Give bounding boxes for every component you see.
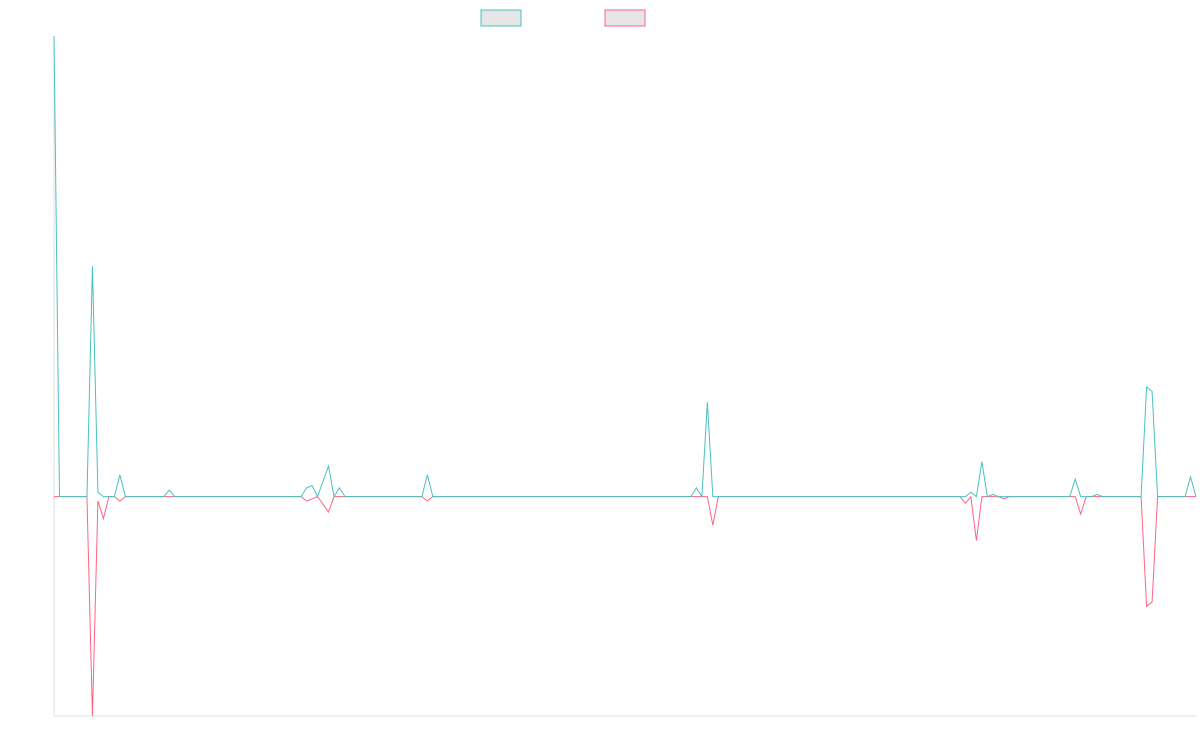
data-point[interactable] — [1102, 496, 1103, 497]
data-point[interactable] — [1080, 514, 1081, 515]
data-point[interactable] — [1069, 496, 1070, 497]
data-point[interactable] — [312, 485, 313, 486]
data-point[interactable] — [976, 496, 977, 497]
data-point[interactable] — [690, 496, 691, 497]
data-point[interactable] — [97, 501, 98, 502]
data-point[interactable] — [1152, 601, 1153, 602]
data-point[interactable] — [965, 503, 966, 504]
data-point[interactable] — [169, 490, 170, 491]
data-point[interactable] — [1146, 386, 1147, 387]
data-point[interactable] — [1190, 476, 1191, 477]
data-point[interactable] — [427, 501, 428, 502]
data-point[interactable] — [1080, 496, 1081, 497]
data-point[interactable] — [1157, 496, 1158, 497]
data-point[interactable] — [976, 540, 977, 541]
data-point[interactable] — [54, 36, 55, 37]
data-point[interactable] — [701, 496, 702, 497]
data-point[interactable] — [114, 496, 115, 497]
data-point[interactable] — [1091, 496, 1092, 497]
legend-item-series-a[interactable] — [480, 9, 522, 27]
data-point[interactable] — [712, 496, 713, 497]
data-point[interactable] — [1146, 606, 1147, 607]
data-point[interactable] — [998, 496, 999, 497]
data-point[interactable] — [59, 496, 60, 497]
data-point[interactable] — [1196, 496, 1197, 497]
data-point[interactable] — [306, 501, 307, 502]
data-point[interactable] — [981, 496, 982, 497]
legend-swatch-series-b[interactable] — [604, 9, 646, 27]
series-path-b — [54, 495, 1196, 717]
data-point[interactable] — [1152, 391, 1153, 392]
data-point[interactable] — [427, 474, 428, 475]
data-point[interactable] — [1097, 494, 1098, 495]
series-path-a — [53, 35, 1197, 499]
data-point[interactable] — [987, 496, 988, 497]
data-point[interactable] — [707, 496, 708, 497]
data-point[interactable] — [119, 474, 120, 475]
data-point[interactable] — [301, 496, 302, 497]
data-point[interactable] — [707, 402, 708, 403]
data-point[interactable] — [970, 492, 971, 493]
data-point[interactable] — [965, 496, 966, 497]
series-line-b — [54, 495, 1196, 717]
data-point[interactable] — [92, 266, 93, 267]
data-point[interactable] — [334, 496, 335, 497]
data-point[interactable] — [97, 492, 98, 493]
data-point[interactable] — [103, 496, 104, 497]
data-point[interactable] — [1075, 479, 1076, 480]
data-point[interactable] — [992, 494, 993, 495]
data-point[interactable] — [306, 487, 307, 488]
data-point[interactable] — [125, 496, 126, 497]
series-line-a — [53, 35, 1197, 499]
data-point[interactable] — [1075, 496, 1076, 497]
data-point[interactable] — [92, 716, 93, 717]
data-point[interactable] — [696, 487, 697, 488]
data-point[interactable] — [1003, 498, 1004, 499]
plot-area — [53, 35, 1197, 717]
legend[interactable] — [480, 9, 646, 27]
data-point[interactable] — [344, 496, 345, 497]
data-point[interactable] — [328, 465, 329, 466]
data-point[interactable] — [103, 518, 104, 519]
data-point[interactable] — [317, 496, 318, 497]
data-point[interactable] — [339, 487, 340, 488]
data-point[interactable] — [1141, 496, 1142, 497]
data-point[interactable] — [421, 496, 422, 497]
data-point[interactable] — [174, 496, 175, 497]
data-point[interactable] — [1185, 496, 1186, 497]
data-point[interactable] — [712, 525, 713, 526]
data-point[interactable] — [328, 512, 329, 513]
legend-item-series-b[interactable] — [604, 9, 646, 27]
data-point[interactable] — [163, 496, 164, 497]
data-point[interactable] — [54, 496, 55, 497]
legend-swatch-series-a[interactable] — [480, 9, 522, 27]
data-point[interactable] — [981, 461, 982, 462]
data-point[interactable] — [119, 501, 120, 502]
data-point[interactable] — [432, 496, 433, 497]
data-point[interactable] — [86, 496, 87, 497]
data-point[interactable] — [970, 496, 971, 497]
